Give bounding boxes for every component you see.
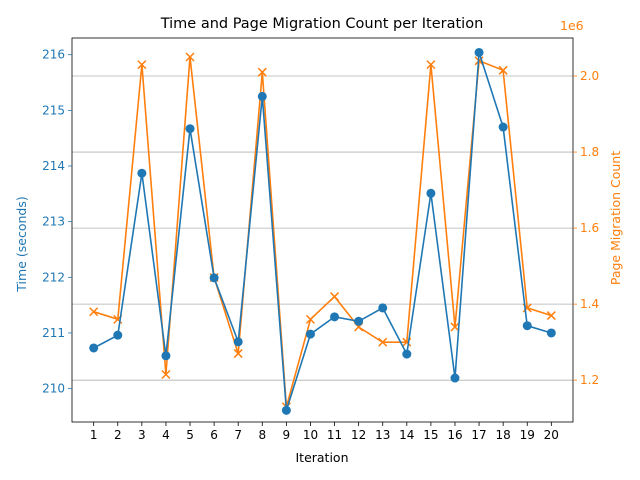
right-tick-label: 1.4: [580, 297, 599, 311]
x-tick-label: 10: [303, 428, 318, 442]
time-point: [522, 321, 532, 331]
migration-point: [161, 369, 171, 380]
y-axis-label-right: Page Migration Count: [608, 151, 623, 285]
x-tick-label: 6: [210, 428, 218, 442]
migration-point: [89, 307, 99, 317]
x-axis-label: Iteration: [295, 450, 348, 465]
time-point: [330, 312, 340, 322]
left-axis-ticks: 210 211 212 213 214 215 216: [42, 48, 72, 396]
time-point: [113, 330, 123, 340]
plot-frame: [71, 37, 574, 423]
time-point: [233, 337, 243, 347]
migration-point: [450, 322, 460, 332]
x-tick-label: 8: [258, 428, 266, 442]
migration-point: [185, 52, 195, 62]
migration-point: [426, 60, 436, 70]
migration-point: [498, 65, 508, 75]
time-point: [137, 168, 147, 178]
x-tick-label: 7: [234, 428, 242, 442]
time-point: [185, 124, 195, 134]
left-tick-label: 212: [42, 270, 65, 284]
left-tick-label: 216: [42, 48, 65, 62]
migration-point: [330, 292, 340, 302]
x-tick-label: 12: [351, 428, 366, 442]
left-tick-label: 215: [42, 103, 65, 117]
time-point: [498, 122, 508, 132]
x-tick-label: 11: [327, 428, 342, 442]
left-tick-label: 213: [42, 215, 65, 229]
time-point: [450, 373, 460, 383]
time-point: [257, 91, 267, 101]
x-tick-label: 3: [138, 428, 146, 442]
right-tick-label: 1.6: [580, 221, 599, 235]
x-tick-label: 15: [423, 428, 438, 442]
x-tick-label: 20: [544, 428, 559, 442]
x-tick-label: 5: [186, 428, 194, 442]
right-tick-label: 1.8: [580, 145, 599, 159]
migration-point: [257, 67, 267, 77]
time-point: [161, 351, 171, 361]
time-line: [93, 52, 552, 411]
migration-point: [305, 314, 315, 324]
x-tick-label: 4: [162, 428, 170, 442]
migration-point: [137, 60, 147, 70]
time-point: [281, 405, 291, 415]
time-point: [89, 343, 99, 353]
right-tick-label: 2.0: [580, 69, 599, 83]
x-tick-label: 9: [283, 428, 291, 442]
time-point: [354, 316, 364, 326]
right-axis-scale-note: 1e6: [560, 18, 584, 33]
migration-point: [233, 349, 243, 359]
x-tick-label: 19: [520, 428, 535, 442]
chart-title: Time and Page Migration Count per Iterat…: [160, 16, 484, 32]
x-tick-label: 13: [375, 428, 390, 442]
right-axis-ticks: 1.2 1.4 1.6 1.8 2.0: [573, 69, 599, 387]
left-tick-label: 210: [42, 382, 65, 396]
right-tick-label: 1.2: [580, 373, 599, 387]
x-tick-label: 17: [471, 428, 486, 442]
x-axis-ticks: 1 2 3 4 5 6 7 8 9 10 11 12 13 14 15 16 17 18 19 20: [90, 422, 559, 442]
series-page-migration: [89, 52, 556, 412]
left-tick-label: 214: [42, 159, 65, 173]
time-point: [209, 273, 219, 283]
series-time: [89, 47, 556, 415]
time-point: [305, 329, 315, 339]
time-point: [402, 349, 412, 359]
time-point: [546, 328, 556, 338]
x-tick-label: 1: [90, 428, 98, 442]
left-tick-label: 211: [42, 326, 65, 340]
x-tick-label: 16: [447, 428, 462, 442]
x-tick-label: 14: [399, 428, 414, 442]
time-point: [378, 303, 388, 313]
time-point: [426, 188, 436, 198]
x-tick-label: 2: [114, 428, 122, 442]
gridlines: [72, 75, 573, 381]
migration-point: [378, 337, 388, 347]
migration-point: [546, 311, 556, 321]
x-tick-label: 18: [496, 428, 511, 442]
time-point: [474, 47, 484, 57]
y-axis-label-left: Time (seconds): [14, 196, 29, 292]
